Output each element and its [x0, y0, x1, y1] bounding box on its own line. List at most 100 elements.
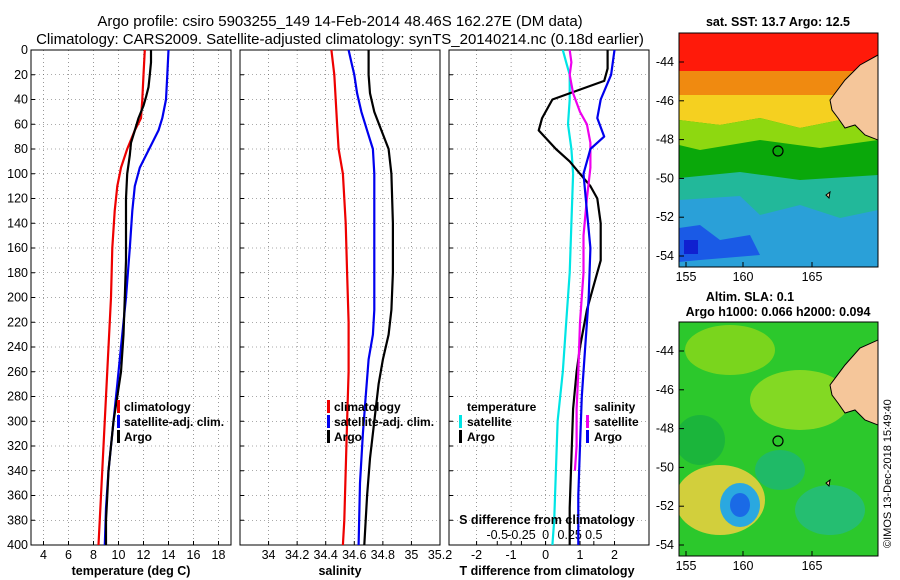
y-tick-label: 340 [7, 464, 28, 478]
y-tick-label: 140 [7, 216, 28, 230]
x-tick-label: 4 [40, 548, 47, 562]
temperature-legend: climatology satellite-adj. clim. Argo [117, 400, 224, 444]
difference-top-ticks: -0.5 -0.25 0 0.25 0.5 [487, 528, 603, 545]
lat-tick-label: -52 [656, 210, 674, 224]
x-tick-label: -2 [471, 548, 482, 562]
top-tick-label: -0.5 [487, 528, 509, 542]
difference-top-axis-label: S difference from climatology [459, 513, 635, 527]
x-tick-label: 34.2 [285, 548, 309, 562]
y-tick-label: 280 [7, 390, 28, 404]
sla-blob [750, 370, 850, 430]
legend-swatch-climatology [117, 400, 120, 413]
x-tick-label: 16 [187, 548, 201, 562]
legend-label-climatology: climatology [124, 400, 191, 414]
lat-tick-label: -46 [656, 383, 674, 397]
y-tick-label: 60 [14, 117, 28, 131]
salinity-legend: climatology satellite-adj. clim. Argo [327, 400, 434, 444]
series-line-argo [104, 50, 153, 545]
lon-tick-label: 160 [733, 559, 754, 573]
legend-swatch-argo [117, 430, 120, 443]
y-tick-label: 260 [7, 365, 28, 379]
y-tick-label: 380 [7, 513, 28, 527]
lon-tick-label: 160 [733, 270, 754, 284]
watermark: ©IMOS 13-Dec-2018 15:49:40 [882, 399, 894, 548]
sst-lon-ticks: 155 160 165 [676, 262, 822, 284]
top-tick-label: 0.5 [585, 528, 602, 542]
sla-map-title-line2: Argo h1000: 0.066 h2000: 0.094 [686, 305, 871, 319]
lat-tick-label: -50 [656, 171, 674, 185]
y-tick-label: 200 [7, 291, 28, 305]
series-line-climatology [330, 50, 350, 545]
x-tick-label: 18 [212, 548, 226, 562]
temperature-xlabel: temperature (deg C) [72, 564, 191, 578]
lon-tick-label: 165 [802, 559, 823, 573]
x-tick-label: 10 [112, 548, 126, 562]
temperature-grid [31, 49, 231, 546]
y-tick-label: 320 [7, 439, 28, 453]
difference-xlabel: T difference from climatology [459, 564, 634, 578]
x-tick-label: 12 [137, 548, 151, 562]
sla-blob [679, 415, 725, 465]
sla-map-frame [678, 321, 879, 557]
y-tick-label: 300 [7, 414, 28, 428]
sla-island [825, 478, 831, 488]
series-line-climatology [97, 50, 146, 545]
sla-blob [730, 493, 750, 517]
sla-argo-marker [772, 435, 784, 447]
x-tick-label: 35 [404, 548, 418, 562]
sst-map-frame [678, 32, 879, 268]
legend-label-sal-satellite: satellite [594, 415, 639, 429]
salinity-grid [240, 49, 441, 546]
salinity-x-ticks: 34 34.2 34.4 34.6 34.8 35 35.2 [262, 541, 452, 562]
legend-label-satellite-adj: satellite-adj. clim. [334, 415, 434, 429]
x-tick-label: 6 [65, 548, 72, 562]
series-line-satellite-adj-clim- [347, 50, 376, 545]
sst-band-yellow [679, 95, 878, 128]
lat-tick-label: -44 [656, 55, 674, 69]
legend-swatch-satellite-adj [327, 415, 330, 428]
series-line-argo [363, 50, 394, 545]
figure-title-line1: Argo profile: csiro 5903255_149 14-Feb-2… [97, 13, 582, 30]
difference-legend: temperature satellite Argo salinity sate… [459, 400, 639, 444]
sst-band-darkblue [684, 240, 698, 254]
y-tick-label: 0 [21, 43, 28, 57]
y-tick-label: 40 [14, 93, 28, 107]
y-tick-label: 240 [7, 340, 28, 354]
sla-blob [755, 450, 805, 490]
sst-map-title: sat. SST: 13.7 Argo: 12.5 [706, 15, 850, 29]
legend-swatch-sal-argo [586, 430, 589, 443]
sst-map: sat. SST: 13.7 Argo: 12.5 -44 -46 -48 -50 -5… [656, 15, 879, 284]
sst-band-red [679, 33, 878, 71]
legend-label-sal-argo: Argo [594, 430, 622, 444]
lat-tick-label: -48 [656, 133, 674, 147]
legend-swatch-satellite-adj [117, 415, 120, 428]
sst-lat-ticks: -44 -46 -48 -50 -52 -54 [656, 55, 684, 263]
y-tick-label: 100 [7, 167, 28, 181]
x-tick-label: 1 [577, 548, 584, 562]
y-tick-label: 20 [14, 68, 28, 82]
y-tick-label: 160 [7, 241, 28, 255]
sst-land [829, 54, 878, 141]
sla-land [829, 339, 878, 426]
x-tick-label: 34.6 [342, 548, 366, 562]
legend-label-satellite-adj: satellite-adj. clim. [124, 415, 224, 429]
temperature-panel: 0 20 40 60 80 100 120 140 160 180 200 220 240 260 280 3… [7, 43, 232, 578]
lat-tick-label: -54 [656, 538, 674, 552]
sla-field [679, 322, 878, 556]
x-tick-label: 0 [542, 548, 549, 562]
lon-tick-label: 155 [676, 270, 697, 284]
x-tick-label: 34.4 [314, 548, 338, 562]
series-line-salinity-satellite [568, 50, 592, 471]
legend-title-temperature: temperature [467, 400, 537, 414]
difference-grid [449, 49, 649, 546]
legend-swatch-sal-satellite [586, 415, 589, 428]
lat-tick-label: -44 [656, 344, 674, 358]
difference-x-ticks: -2 -1 0 1 2 [471, 541, 618, 562]
sst-band-lime [679, 118, 878, 150]
legend-swatch-climatology [327, 400, 330, 413]
sla-map: Altim. SLA: 0.1 Argo h1000: 0.066 h2000:… [656, 290, 879, 573]
sst-field [679, 33, 878, 267]
x-tick-label: 2 [611, 548, 618, 562]
sst-island [825, 190, 831, 200]
